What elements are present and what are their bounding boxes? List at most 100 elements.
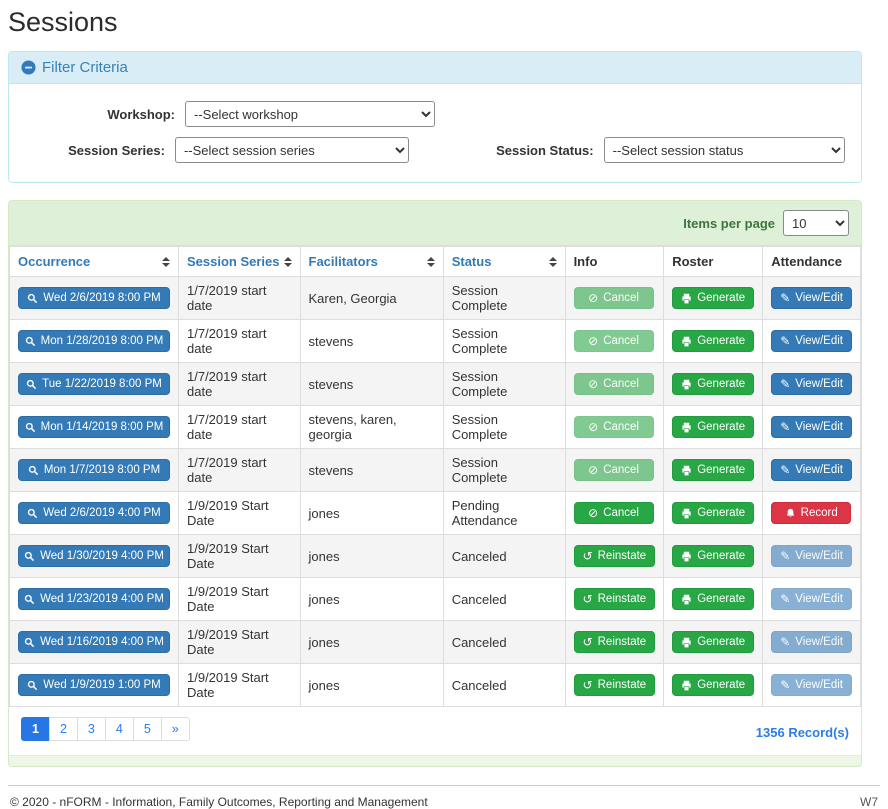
info-action-button-label: Reinstate [598, 549, 647, 564]
info-action-button-label: Cancel [603, 506, 639, 521]
session-series-label: Session Series: [25, 143, 175, 158]
info-action-button[interactable]: ⊘Cancel [574, 330, 654, 353]
pencil-icon: ✎ [780, 378, 790, 390]
info-action-button-label: Cancel [603, 334, 639, 349]
roster-generate-button[interactable]: Generate [672, 674, 754, 697]
column-header-facilitators[interactable]: Facilitators [300, 247, 443, 277]
info-action-button[interactable]: ↺Reinstate [574, 674, 656, 697]
attendance-action-button[interactable]: ✎View/Edit [771, 416, 852, 439]
status-cell: Session Complete [443, 277, 565, 320]
attendance-action-button-label: View/Edit [795, 334, 843, 349]
session-series-cell: 1/9/2019 Start Date [179, 492, 301, 535]
occurrence-button[interactable]: Wed 2/6/2019 8:00 PM [18, 287, 170, 310]
pager-page-4[interactable]: 4 [105, 717, 134, 741]
column-header-session-series[interactable]: Session Series [179, 247, 301, 277]
info-cell: ⊘Cancel [565, 406, 664, 449]
attendance-action-button-label: View/Edit [795, 377, 843, 392]
printer-icon [681, 551, 692, 562]
occurrence-button[interactable]: Tue 1/22/2019 8:00 PM [18, 373, 170, 396]
filter-criteria-header[interactable]: Filter Criteria [9, 52, 861, 84]
info-action-button-label: Reinstate [598, 678, 647, 693]
occurrence-button-label: Mon 1/28/2019 8:00 PM [41, 334, 164, 349]
pager-page-1[interactable]: 1 [21, 717, 50, 741]
status-cell: Session Complete [443, 363, 565, 406]
info-action-button[interactable]: ↺Reinstate [574, 631, 656, 654]
info-action-button[interactable]: ⊘Cancel [574, 502, 654, 525]
sessions-tbody: Wed 2/6/2019 8:00 PM1/7/2019 start dateK… [10, 277, 861, 707]
facilitators-cell: stevens [300, 363, 443, 406]
printer-icon [681, 293, 692, 304]
bell-icon [785, 508, 796, 519]
info-action-button[interactable]: ↺Reinstate [574, 588, 656, 611]
occurrence-button[interactable]: Wed 2/6/2019 4:00 PM [18, 502, 170, 525]
environment-label: W7 [860, 795, 878, 809]
grid-panel-footer-strip [9, 755, 861, 766]
occurrence-cell: Wed 1/23/2019 4:00 PM [10, 578, 179, 621]
roster-generate-button-label: Generate [697, 291, 745, 306]
roster-generate-button[interactable]: Generate [672, 502, 754, 525]
roster-generate-button[interactable]: Generate [672, 416, 754, 439]
attendance-action-button[interactable]: ✎View/Edit [771, 674, 852, 697]
info-action-button[interactable]: ⊘Cancel [574, 373, 654, 396]
sort-icon [427, 257, 435, 267]
ban-icon: ⊘ [588, 464, 598, 476]
info-action-button[interactable]: ⊘Cancel [574, 459, 654, 482]
attendance-action-button[interactable]: Record [771, 502, 851, 525]
table-row: Wed 2/6/2019 4:00 PM1/9/2019 Start Datej… [10, 492, 861, 535]
roster-generate-button[interactable]: Generate [672, 545, 754, 568]
sort-icon [284, 257, 292, 267]
search-icon [27, 293, 38, 304]
status-cell: Canceled [443, 535, 565, 578]
sort-icon [162, 257, 170, 267]
session-series-cell: 1/9/2019 Start Date [179, 621, 301, 664]
session-status-select[interactable]: --Select session status [604, 137, 845, 163]
search-icon [25, 336, 36, 347]
roster-generate-button[interactable]: Generate [672, 631, 754, 654]
column-header-label: Occurrence [18, 254, 90, 269]
session-series-select[interactable]: --Select session series [175, 137, 409, 163]
roster-generate-button[interactable]: Generate [672, 287, 754, 310]
occurrence-button[interactable]: Mon 1/14/2019 8:00 PM [18, 416, 170, 439]
table-row: Wed 1/23/2019 4:00 PM1/9/2019 Start Date… [10, 578, 861, 621]
pager-page-5[interactable]: 5 [133, 717, 162, 741]
pager-page-2[interactable]: 2 [49, 717, 78, 741]
info-action-button[interactable]: ⊘Cancel [574, 416, 654, 439]
session-series-cell: 1/7/2019 start date [179, 406, 301, 449]
roster-generate-button[interactable]: Generate [672, 330, 754, 353]
attendance-cell: ✎View/Edit [763, 535, 861, 578]
occurrence-button[interactable]: Mon 1/7/2019 8:00 PM [18, 459, 170, 482]
roster-cell: Generate [664, 277, 763, 320]
roster-generate-button[interactable]: Generate [672, 588, 754, 611]
attendance-action-button[interactable]: ✎View/Edit [771, 631, 852, 654]
occurrence-button[interactable]: Wed 1/9/2019 1:00 PM [18, 674, 170, 697]
attendance-action-button[interactable]: ✎ View/Edit [771, 373, 852, 396]
attendance-action-button[interactable]: ✎View/Edit [771, 459, 852, 482]
session-series-cell: 1/9/2019 Start Date [179, 535, 301, 578]
occurrence-button[interactable]: Wed 1/16/2019 4:00 PM [18, 631, 170, 654]
pager-next[interactable]: » [161, 717, 190, 741]
pager-page-3[interactable]: 3 [77, 717, 106, 741]
printer-icon [681, 637, 692, 648]
roster-generate-button[interactable]: Generate [672, 459, 754, 482]
occurrence-button[interactable]: Wed 1/23/2019 4:00 PM [18, 588, 170, 611]
column-header-occurrence[interactable]: Occurrence [10, 247, 179, 277]
attendance-action-button[interactable]: ✎View/Edit [771, 588, 852, 611]
pencil-icon: ✎ [780, 292, 790, 304]
column-header-roster: Roster [664, 247, 763, 277]
facilitators-cell: jones [300, 664, 443, 707]
attendance-action-button[interactable]: ✎View/Edit [771, 287, 852, 310]
occurrence-button[interactable]: Mon 1/28/2019 8:00 PM [18, 330, 170, 353]
attendance-action-button[interactable]: ✎View/Edit [771, 330, 852, 353]
roster-cell: Generate [664, 664, 763, 707]
items-per-page-select[interactable]: 10 [783, 210, 849, 236]
occurrence-button[interactable]: Wed 1/30/2019 4:00 PM [18, 545, 170, 568]
column-header-status[interactable]: Status [443, 247, 565, 277]
info-action-button[interactable]: ⊘Cancel [574, 287, 654, 310]
roster-generate-button[interactable]: Generate [672, 373, 754, 396]
workshop-select[interactable]: --Select workshop [185, 101, 435, 127]
roster-generate-button-label: Generate [697, 334, 745, 349]
session-series-cell: 1/7/2019 start date [179, 320, 301, 363]
info-action-button[interactable]: ↺Reinstate [574, 545, 656, 568]
workshop-row: Workshop: --Select workshop [25, 101, 845, 127]
attendance-action-button[interactable]: ✎View/Edit [771, 545, 852, 568]
